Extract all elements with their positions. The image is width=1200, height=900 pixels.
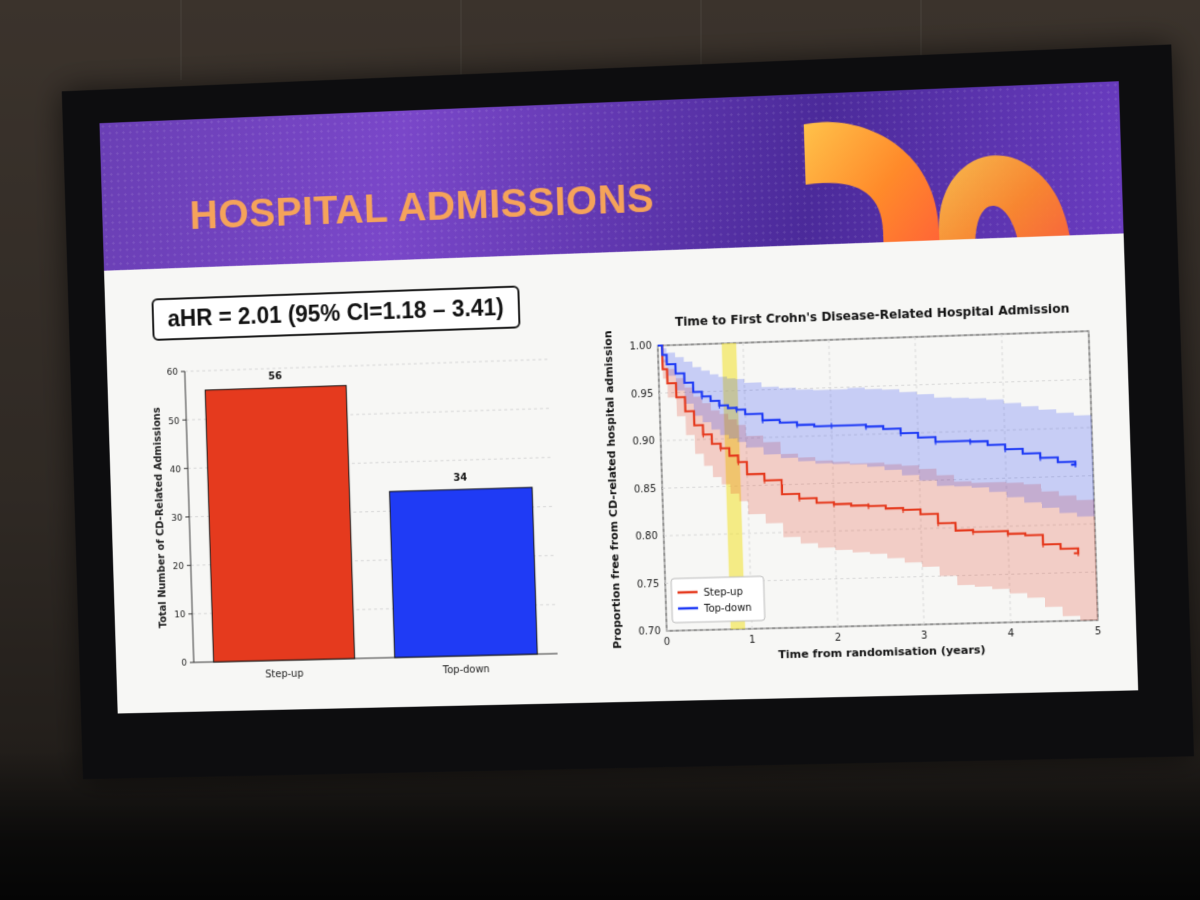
km-x-tick-label: 3 — [921, 630, 928, 641]
slide: HOSPITAL ADMISSIONS aHR = 2.01 (95% CI=1… — [99, 81, 1138, 713]
km-legend-label: Top-down — [703, 603, 752, 615]
km-y-tick-label: 0.85 — [634, 484, 657, 496]
km-y-axis-label: Proportion free from CD-related hospital… — [601, 330, 624, 649]
ahr-summary: aHR = 2.01 (95% CI=1.18 – 3.41) — [151, 285, 520, 340]
km-y-tick-label: 0.90 — [632, 436, 655, 448]
km-legend-box — [671, 576, 765, 623]
bar-y-tick-label: 60 — [167, 368, 179, 378]
bar-x-tick-label: Step-up — [265, 669, 303, 681]
bar-x-tick-label: Top-down — [442, 664, 490, 676]
bar-value-label: 34 — [453, 472, 467, 483]
bar-y-axis-label: Total Number of CD-Related Admissions — [152, 407, 170, 628]
bar-value-label: 56 — [268, 371, 282, 382]
bar-y-tick-label: 40 — [170, 465, 182, 475]
bar-step-up — [205, 386, 355, 662]
bar-top-down — [390, 487, 538, 657]
km-legend-swatch — [678, 608, 698, 609]
km-y-tick-label: 0.70 — [638, 626, 661, 638]
km-y-tick-label: 0.80 — [635, 531, 658, 543]
bar-y-tick-label: 20 — [173, 562, 185, 572]
km-y-tick-label: 1.00 — [629, 341, 652, 353]
bar-y-tick-label: 30 — [171, 514, 183, 524]
km-x-tick-label: 4 — [1008, 628, 1015, 639]
km-title: Time to First Crohn's Disease-Related Ho… — [675, 301, 1070, 329]
km-y-tick-label: 0.95 — [631, 389, 654, 401]
km-y-tick-label: 0.75 — [637, 579, 660, 591]
bar-y-tick-label: 10 — [174, 611, 186, 621]
slide-content: aHR = 2.01 (95% CI=1.18 – 3.41) 0 10 20 30 4… — [104, 233, 1138, 713]
projection-screen: HOSPITAL ADMISSIONS aHR = 2.01 (95% CI=1… — [62, 44, 1194, 779]
bar-y-tick-label: 0 — [181, 659, 187, 669]
km-x-tick-label: 0 — [664, 637, 671, 648]
km-chart: Time to First Crohn's Disease-Related Ho… — [597, 295, 1121, 692]
km-x-axis-label: Time from randomisation (years) — [778, 643, 986, 661]
km-legend-label: Step-up — [703, 587, 743, 599]
bar-chart: 0 10 20 30 40 50 60 56 Step-up 34 Top-down Total Nu… — [145, 338, 598, 693]
km-x-tick-label: 5 — [1095, 626, 1102, 637]
km-x-tick-label: 2 — [835, 633, 842, 644]
km-legend-swatch — [678, 592, 698, 593]
km-x-tick-label: 1 — [749, 635, 756, 646]
bar-y-tick-label: 50 — [168, 417, 180, 427]
km-legend: Step-up Top-down — [671, 576, 765, 623]
